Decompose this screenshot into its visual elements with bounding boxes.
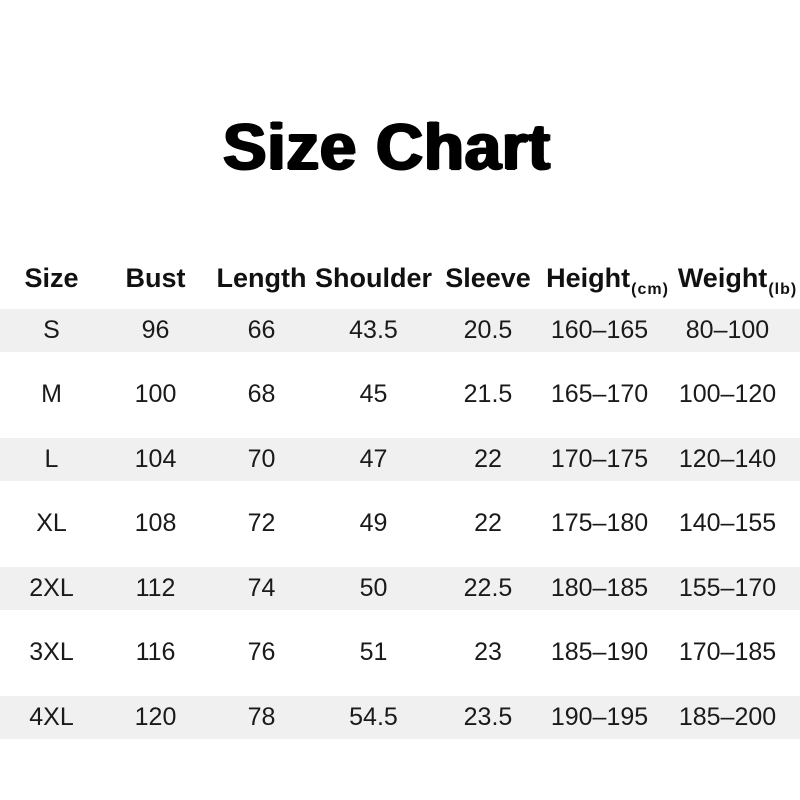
header-label: Length <box>216 262 307 293</box>
value-cell: 155–170 <box>678 573 777 602</box>
value-cell: 72 <box>247 509 276 538</box>
value-cell: 51 <box>359 638 388 667</box>
value-cell: 78 <box>247 702 276 731</box>
header-cell-height: Height (cm) <box>546 258 668 299</box>
page-title: Size Chart <box>223 110 551 183</box>
table-body: S 96 66 43.5 20.5 160–165 80–100 M 100 68 45 21.5 16… <box>0 298 800 750</box>
value-cell: 175–180 <box>550 509 649 538</box>
table-row-xl: XL 108 72 49 22 175–180 140–155 <box>0 492 800 557</box>
value-cell: 70 <box>247 444 276 473</box>
header-cell-weight: Weight (lb) <box>665 258 800 299</box>
size-label-cell: XL <box>36 509 67 538</box>
size-label-cell: S <box>43 315 60 344</box>
header-cell-size: Size <box>0 258 103 298</box>
header-label: Sleeve <box>445 262 531 293</box>
header-cell-shoulder: Shoulder <box>315 258 432 298</box>
value-cell: 68 <box>247 380 276 409</box>
value-cell: 170–175 <box>550 444 649 473</box>
header-unit-label: (lb) <box>768 281 798 298</box>
value-cell: 23 <box>474 638 502 667</box>
value-cell: 43.5 <box>349 315 398 344</box>
value-cell: 160–165 <box>550 315 649 344</box>
size-table: Size Bust Length Shoulder Sleeve Height (cm) We… <box>0 258 800 750</box>
value-cell: 45 <box>359 380 388 409</box>
value-cell: 165–170 <box>550 380 649 409</box>
value-cell: 22 <box>474 509 502 538</box>
header-label: Height <box>546 262 631 293</box>
header-cell-bust: Bust <box>103 258 208 298</box>
header-label: Bust <box>125 262 186 293</box>
table-row-l: L 104 70 47 22 170–175 120–140 <box>0 427 800 492</box>
value-cell: 100–120 <box>678 380 777 409</box>
table-row-2xl: 2XL 112 74 50 22.5 180–185 155–170 <box>0 556 800 621</box>
value-cell: 50 <box>359 573 388 602</box>
value-cell: 66 <box>247 315 276 344</box>
header-label: Shoulder <box>315 262 433 293</box>
value-cell: 47 <box>359 444 388 473</box>
size-label-cell: L <box>44 444 59 473</box>
value-cell: 120–140 <box>678 444 777 473</box>
value-cell: 185–190 <box>550 638 649 667</box>
value-cell: 100 <box>134 380 177 409</box>
table-row-s: S 96 66 43.5 20.5 160–165 80–100 <box>0 298 800 363</box>
table-header-row: Size Bust Length Shoulder Sleeve Height (cm) We… <box>0 258 800 299</box>
table-row-m: M 100 68 45 21.5 165–170 100–120 <box>0 363 800 428</box>
value-cell: 22.5 <box>463 573 513 602</box>
value-cell: 120 <box>134 702 177 731</box>
size-label-cell: 3XL <box>29 638 74 667</box>
value-cell: 140–155 <box>678 509 777 538</box>
value-cell: 108 <box>134 509 177 538</box>
value-cell: 112 <box>135 573 176 602</box>
header-cell-length: Length <box>208 258 315 298</box>
value-cell: 20.5 <box>463 315 513 344</box>
value-cell: 180–185 <box>550 573 649 602</box>
value-cell: 190–195 <box>550 702 649 731</box>
value-cell: 96 <box>141 315 170 344</box>
value-cell: 22 <box>474 444 502 473</box>
value-cell: 54.5 <box>349 702 398 731</box>
table-row-3xl: 3XL 116 76 51 23 185–190 170–185 <box>0 621 800 686</box>
header-label: Weight <box>677 262 768 293</box>
value-cell: 170–185 <box>678 638 777 667</box>
value-cell: 49 <box>359 509 388 538</box>
header-unit-label: (cm) <box>631 281 669 298</box>
size-label-cell: 2XL <box>29 573 74 602</box>
value-cell: 21.5 <box>463 380 513 409</box>
value-cell: 185–200 <box>678 702 777 731</box>
value-cell: 23.5 <box>463 702 513 731</box>
table-row-4xl: 4XL 120 78 54.5 23.5 190–195 185–200 <box>0 685 800 750</box>
value-cell: 74 <box>247 573 276 602</box>
value-cell: 104 <box>134 444 177 473</box>
value-cell: 80–100 <box>685 315 770 344</box>
header-cell-sleeve: Sleeve <box>432 258 544 298</box>
size-label-cell: 4XL <box>29 702 74 731</box>
header-label: Size <box>24 262 79 293</box>
value-cell: 116 <box>135 638 176 667</box>
size-label-cell: M <box>41 380 62 409</box>
value-cell: 76 <box>247 638 276 667</box>
